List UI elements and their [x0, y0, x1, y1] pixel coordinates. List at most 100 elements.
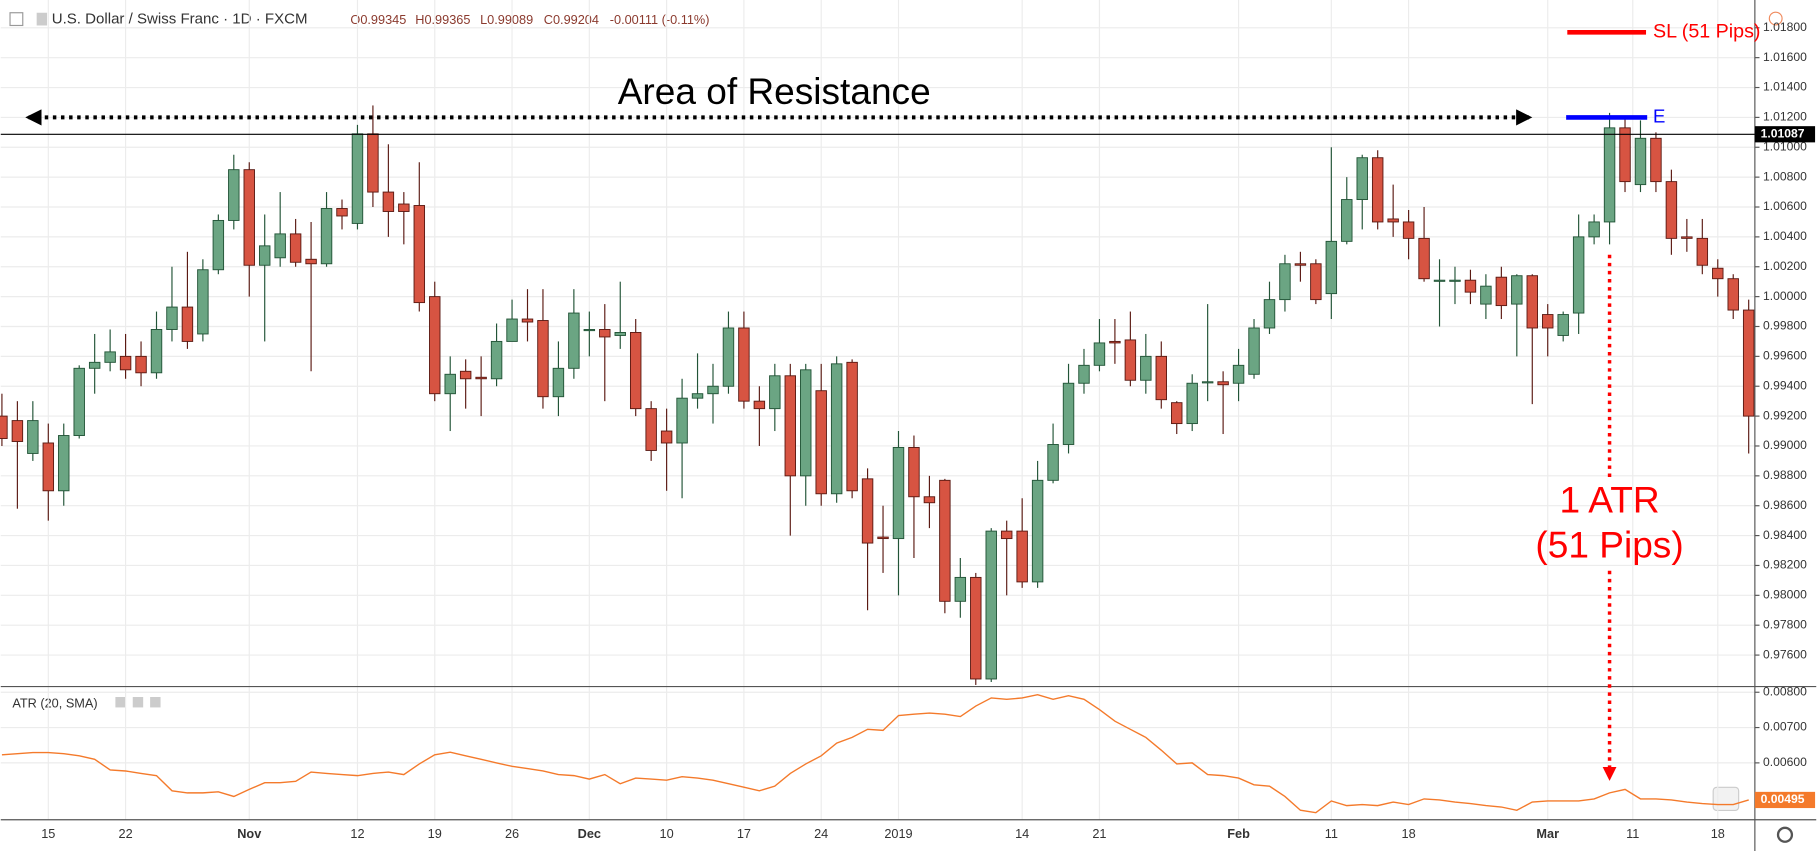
x-tick-label: 2019	[884, 826, 912, 841]
candle-body	[1171, 402, 1183, 425]
candle-body	[1526, 275, 1538, 329]
candle-body	[738, 327, 750, 402]
candle-body	[1310, 263, 1322, 301]
warning-icon[interactable]	[1768, 11, 1783, 26]
ohlc-change: -0.00111 (-0.11%)	[610, 12, 710, 27]
y-tick-label: 1.00400	[1763, 229, 1807, 243]
candle-body	[150, 329, 163, 374]
entry-label: E	[1653, 105, 1665, 126]
candle-body	[784, 375, 797, 477]
candle-body	[1124, 339, 1137, 381]
candle-body	[1062, 382, 1075, 445]
candle-body	[1603, 127, 1616, 223]
x-tick-label: Dec	[578, 826, 601, 841]
candle-body	[135, 355, 147, 374]
candle-body	[1650, 137, 1662, 183]
candle-body	[11, 420, 24, 442]
x-tick-label: 22	[119, 826, 133, 841]
candle-body	[1449, 279, 1461, 282]
x-tick-label: 24	[814, 826, 828, 841]
candle-body	[228, 169, 240, 221]
y-tick-label: 0.97600	[1763, 647, 1807, 661]
candle-body	[1186, 382, 1198, 425]
y-tick-label: 1.00600	[1763, 199, 1807, 213]
candle-body	[1727, 278, 1739, 311]
candle-body	[691, 393, 704, 399]
candle-body	[258, 245, 271, 266]
candle-body	[660, 430, 673, 444]
x-tick-label: 10	[660, 826, 674, 841]
candle-body	[119, 355, 132, 371]
candle-body	[1495, 276, 1508, 307]
indicator-remove[interactable]	[150, 697, 161, 708]
candle-body	[1572, 236, 1585, 314]
y-tick-label: 1.01400	[1763, 80, 1807, 94]
candle-body	[398, 203, 410, 212]
candle-body	[459, 370, 472, 380]
candle-body	[73, 367, 85, 436]
y-tick-label: 1.01800	[1763, 20, 1807, 34]
candle-body	[1634, 137, 1647, 186]
x-tick-label: 26	[505, 826, 519, 841]
candle-body	[1341, 199, 1353, 242]
x-tick-label: Nov	[237, 826, 262, 841]
collapse-icon[interactable]	[9, 12, 24, 27]
candle-body	[0, 415, 8, 439]
candle-body	[166, 306, 178, 330]
atr-tag	[1754, 791, 1816, 809]
indicator-settings[interactable]	[132, 697, 144, 708]
settings-gear[interactable]	[1776, 826, 1794, 843]
candle-body	[351, 133, 364, 224]
candle-body	[212, 219, 225, 271]
y-tick-label: 0.99800	[1763, 319, 1807, 333]
candle-body	[1078, 364, 1090, 384]
candle-body	[1402, 221, 1415, 239]
x-tick-label: Feb	[1227, 826, 1250, 841]
y-tick-label: 1.01600	[1763, 50, 1807, 64]
candle-body	[429, 296, 441, 395]
candle-body	[490, 340, 503, 380]
candle-body	[815, 390, 827, 495]
candle-body	[305, 258, 317, 265]
candle-body	[1464, 279, 1477, 293]
y-tick-label: 0.98000	[1763, 588, 1807, 602]
y-tick-label: 0.99000	[1763, 438, 1807, 452]
candle-body	[1155, 355, 1167, 401]
candle-body	[1140, 355, 1152, 381]
candle-body	[846, 361, 858, 492]
y-tick-label: 1.01000	[1763, 139, 1807, 153]
y-tick-label: 0.98400	[1763, 528, 1807, 542]
indicator-eye[interactable]	[115, 697, 126, 708]
symbol-title: U.S. Dollar / Swiss Franc · 1D · FXCM	[52, 11, 308, 28]
candle-body	[1742, 309, 1755, 417]
candle-body	[1093, 342, 1106, 366]
ohlc-high: H0.99365	[415, 12, 470, 27]
atr-line	[1, 693, 1749, 814]
candle-body	[908, 447, 920, 498]
candle-body	[614, 332, 626, 336]
indicator-label: ATR (20, SMA)	[12, 695, 97, 710]
candle-body	[923, 496, 936, 504]
y-tick-label: 0.97800	[1763, 617, 1807, 631]
price-tag	[1754, 126, 1816, 143]
candle-body	[1000, 530, 1013, 540]
candle-body	[1031, 479, 1044, 583]
candle-body	[1279, 263, 1291, 301]
y-tick-label: 1.01200	[1763, 110, 1807, 124]
scroll-button[interactable]	[1712, 786, 1740, 812]
symbol-icon	[36, 12, 48, 26]
candle-body	[1232, 364, 1245, 384]
candle-body	[537, 320, 549, 398]
candle-body	[181, 306, 194, 342]
price-tag-label: 1.01087	[1761, 126, 1805, 140]
y-tick-label: 0.98800	[1763, 468, 1807, 482]
candle-body	[552, 367, 565, 398]
y-tick-label: 1.00000	[1763, 289, 1807, 303]
atr-annotation: 1 ATR	[1559, 478, 1659, 520]
ohlc-close: C0.99204	[544, 12, 599, 27]
candle-body	[42, 442, 55, 492]
x-tick-label: Mar	[1536, 826, 1559, 841]
y2-tick-label: 0.00800	[1763, 684, 1807, 698]
candle-body	[1681, 236, 1693, 239]
